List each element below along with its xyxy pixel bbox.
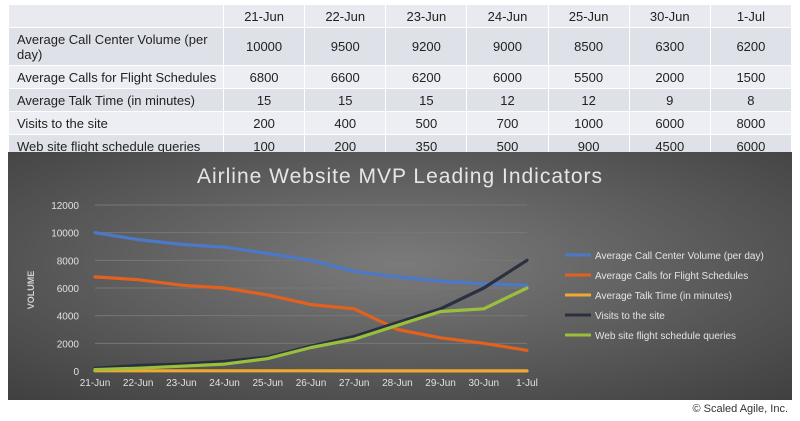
data-table: 21-Jun 22-Jun 23-Jun 24-Jun 25-Jun 30-Ju… xyxy=(8,4,793,158)
table-cell: 5500 xyxy=(547,65,630,89)
column-header: 25-Jun xyxy=(547,4,630,28)
y-tick-labels: 0 2000 4000 6000 8000 10000 12000 xyxy=(51,201,79,378)
table-cell: 500 xyxy=(385,111,468,135)
y-axis-label: VOLUME xyxy=(26,271,36,310)
x-tick-labels: 21-Jun 22-Jun 23-Jun 24-Jun 25-Jun 26-Jun 27-J… xyxy=(80,378,538,389)
table-cell: 8 xyxy=(709,88,793,112)
copyright-credit: © Scaled Agile, Inc. xyxy=(692,403,788,415)
table-cell: 400 xyxy=(304,111,387,135)
table-row: Average Calls for Flight Schedules 6800 … xyxy=(8,65,793,89)
legend: Average Call Center Volume (per day) Aver… xyxy=(565,251,764,342)
row-label: Average Calls for Flight Schedules xyxy=(8,65,224,89)
table-cell: 1000 xyxy=(547,111,630,135)
table-cell: 700 xyxy=(466,111,549,135)
table-cell: 6200 xyxy=(709,27,793,66)
row-label: Average Talk Time (in minutes) xyxy=(8,88,224,112)
table-cell: 6200 xyxy=(385,65,468,89)
table-cell: 6000 xyxy=(466,65,549,89)
chart-title: Airline Website MVP Leading Indicators xyxy=(197,165,603,188)
table-cell: 15 xyxy=(385,88,468,112)
table-cell: 12 xyxy=(547,88,630,112)
series-lines xyxy=(93,231,529,373)
y-tick-label: 6000 xyxy=(57,284,80,295)
table-header-row: 21-Jun 22-Jun 23-Jun 24-Jun 25-Jun 30-Ju… xyxy=(8,4,793,28)
table-row: Average Talk Time (in minutes) 15 15 15 … xyxy=(8,88,793,112)
row-label: Web site flight schedule queries xyxy=(8,134,224,158)
x-tick-label: 1-Jul xyxy=(516,378,538,389)
series-line xyxy=(93,286,529,372)
legend-label: Visits to the site xyxy=(595,311,665,322)
y-tick-label: 2000 xyxy=(57,339,80,350)
table-row: Average Call Center Volume (per day) 100… xyxy=(8,27,793,66)
table-cell: 9500 xyxy=(304,27,387,66)
row-label: Visits to the site xyxy=(8,111,224,135)
table-row: Visits to the site 200 400 500 700 1000 … xyxy=(8,111,793,135)
table-cell: 6800 xyxy=(222,65,306,89)
column-header: 22-Jun xyxy=(304,4,387,28)
table-cell: 6000 xyxy=(628,111,711,135)
column-header: 23-Jun xyxy=(385,4,468,28)
x-tick-label: 28-Jun xyxy=(382,378,413,389)
table-cell: 4500 xyxy=(628,134,711,158)
row-label: Average Call Center Volume (per day) xyxy=(8,27,224,66)
legend-label: Web site flight schedule queries xyxy=(595,331,736,342)
x-tick-label: 25-Jun xyxy=(253,378,284,389)
y-tick-label: 8000 xyxy=(57,256,80,267)
table-cell: 9000 xyxy=(466,27,549,66)
table-cell: 6600 xyxy=(304,65,387,89)
x-tick-label: 27-Jun xyxy=(339,378,370,389)
x-tick-label: 24-Jun xyxy=(209,378,240,389)
column-header: 1-Jul xyxy=(709,4,793,28)
table-cell: 12 xyxy=(466,88,549,112)
table-cell: 2000 xyxy=(628,65,711,89)
table-cell: 9 xyxy=(628,88,711,112)
x-tick-label: 22-Jun xyxy=(123,378,154,389)
column-header: 30-Jun xyxy=(628,4,711,28)
table-cell: 10000 xyxy=(222,27,306,66)
legend-label: Average Talk Time (in minutes) xyxy=(595,291,732,302)
table-cell: 8500 xyxy=(547,27,630,66)
x-tick-label: 30-Jun xyxy=(469,378,500,389)
table-cell: 8000 xyxy=(709,111,793,135)
chart-panel: Airline Website MVP Leading Indicators V… xyxy=(8,152,792,400)
table-cell: 200 xyxy=(222,111,306,135)
x-tick-label: 26-Jun xyxy=(296,378,327,389)
series-line xyxy=(93,231,529,287)
column-header: 24-Jun xyxy=(466,4,549,28)
table-cell: 1500 xyxy=(709,65,793,89)
table-cell: 9200 xyxy=(385,27,468,66)
table-corner-cell xyxy=(8,4,224,28)
line-chart: Airline Website MVP Leading Indicators V… xyxy=(8,152,792,400)
legend-label: Average Call Center Volume (per day) xyxy=(595,251,764,262)
column-header: 21-Jun xyxy=(222,4,306,28)
y-tick-label: 12000 xyxy=(51,201,79,212)
legend-label: Average Calls for Flight Schedules xyxy=(595,271,748,282)
table-cell: 15 xyxy=(222,88,306,112)
x-tick-label: 21-Jun xyxy=(80,378,111,389)
x-tick-label: 23-Jun xyxy=(166,378,197,389)
table-cell: 6300 xyxy=(628,27,711,66)
y-tick-label: 10000 xyxy=(51,229,79,240)
series-line xyxy=(93,275,529,352)
y-tick-label: 0 xyxy=(73,367,79,378)
table-cell: 15 xyxy=(304,88,387,112)
y-tick-label: 4000 xyxy=(57,312,80,323)
x-tick-label: 29-Jun xyxy=(425,378,456,389)
